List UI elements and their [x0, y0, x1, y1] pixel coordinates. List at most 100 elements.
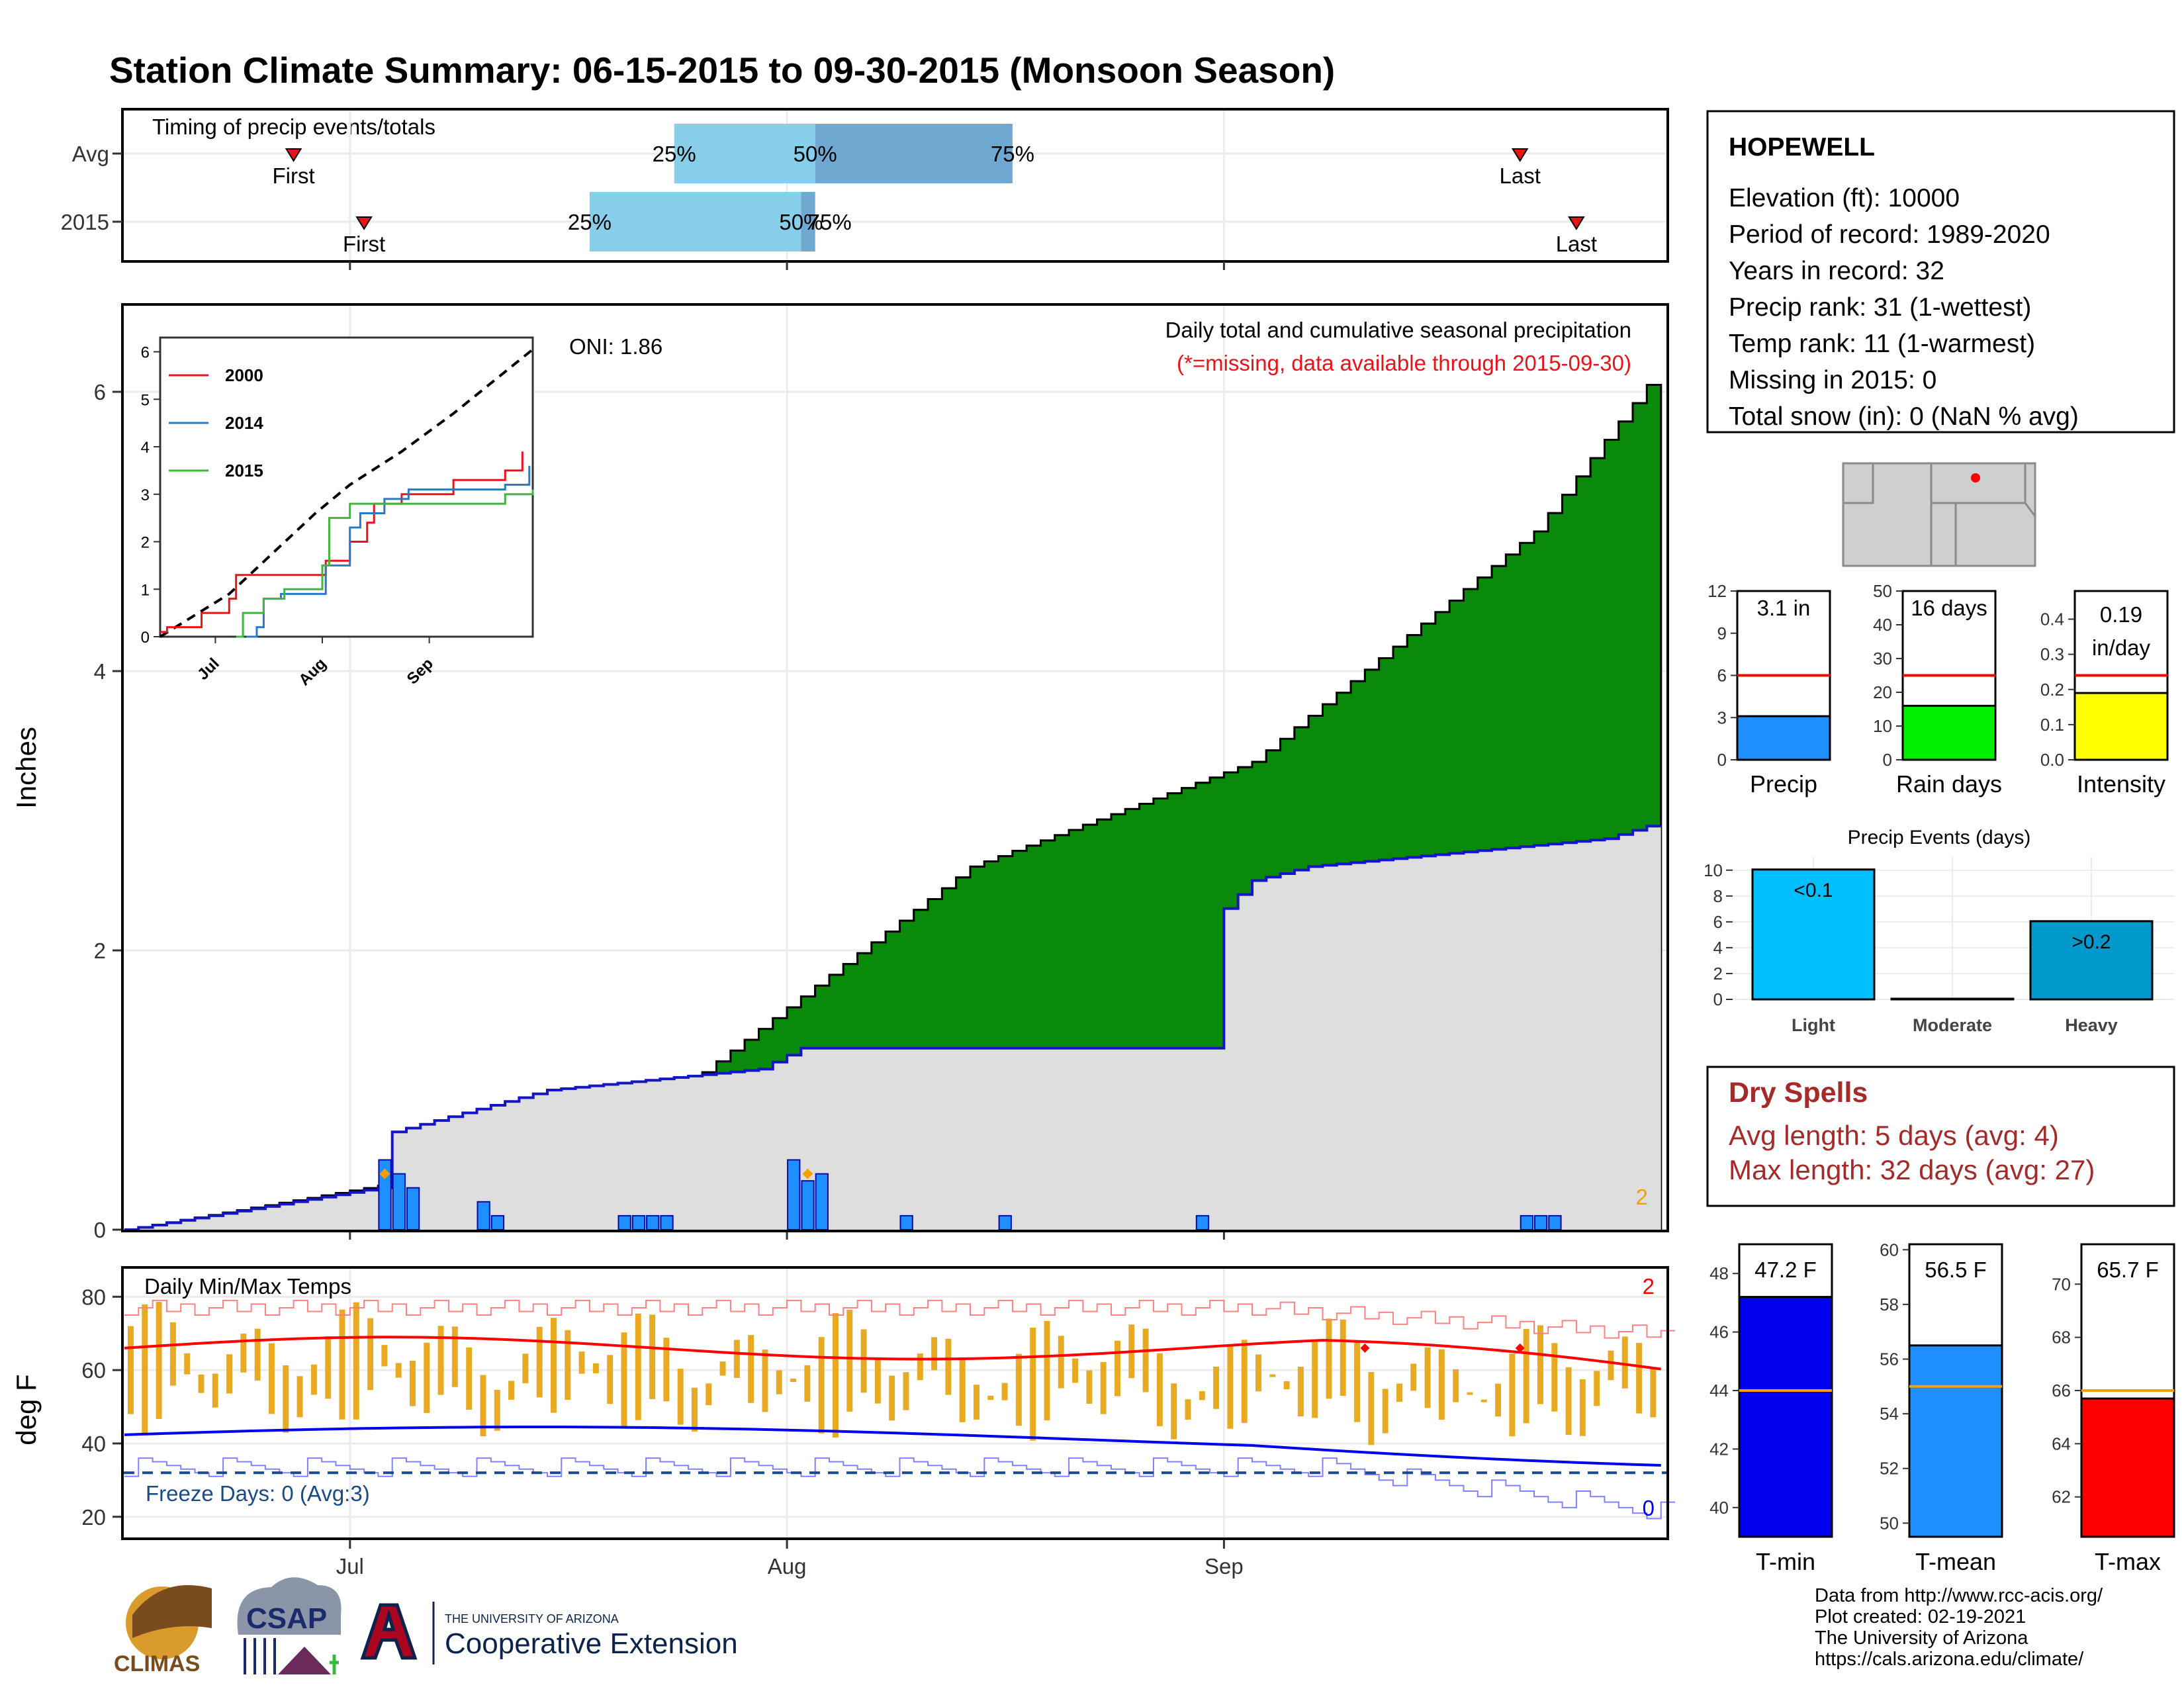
daily-temp-bar — [1424, 1347, 1431, 1408]
daily-temp-bar — [846, 1309, 853, 1412]
cumulative-2015-area — [124, 826, 1661, 1230]
temp-frame — [121, 1266, 1669, 1540]
summary-bar-fill — [1736, 715, 1831, 761]
inset-ytick-label: 6 — [141, 344, 150, 362]
summary-bar-value: 16 days — [1911, 596, 1987, 620]
daily-temp-bar — [833, 1312, 839, 1438]
temp-bar-value: 56.5 F — [1925, 1257, 1987, 1282]
summary-bar-value: 3.1 in — [1757, 596, 1811, 620]
daily-temp-bar — [1058, 1336, 1064, 1389]
station-info-box: HOPEWELL Elevation (ft): 10000 Period of … — [1706, 110, 2175, 434]
daily-temp-bar — [1438, 1349, 1445, 1420]
timing-first-marker — [355, 216, 373, 230]
daily-precip-bar — [646, 1214, 660, 1231]
daily-temp-bar — [381, 1345, 388, 1367]
ua-logo: THE UNIVERSITY OF ARIZONA Cooperative Ex… — [360, 1602, 738, 1665]
inset-legend-label: 2014 — [225, 413, 263, 433]
inset-ytick-label: 2 — [141, 534, 150, 552]
daily-temp-bar — [677, 1369, 684, 1425]
daily-precip-bar — [477, 1201, 490, 1231]
csap-rain — [244, 1638, 276, 1674]
temp-bar-label: T-max — [2095, 1548, 2161, 1575]
temp-xtick-label: Aug — [768, 1554, 807, 1578]
daily-temp-bar — [1453, 1369, 1459, 1402]
temp-ytick-label: 80 — [81, 1285, 106, 1309]
daily-temp-bar — [1086, 1370, 1093, 1404]
temp-bar-label: T-min — [1756, 1548, 1815, 1575]
oni-label: ONI: 1.86 — [569, 334, 662, 359]
timing-first-label: First — [273, 163, 315, 188]
temp-title: Daily Min/Max Temps — [144, 1274, 351, 1299]
daily-temp-bar — [931, 1337, 938, 1371]
csap-cloud — [237, 1577, 341, 1635]
footer-line: https://cals.arizona.edu/climate/ — [1815, 1649, 2084, 1670]
station-info-line: Elevation (ft): 10000 — [1729, 184, 1960, 212]
daily-precip-bar — [899, 1214, 913, 1231]
timing-last-marker — [1568, 216, 1585, 230]
temp-bar-ytick-label: 64 — [2052, 1434, 2071, 1453]
temp-bar-label: T-mean — [1915, 1548, 1996, 1575]
daily-temp-bar — [1650, 1368, 1657, 1418]
climas-swoosh — [132, 1585, 212, 1638]
timing-p75-label: 75% — [991, 142, 1034, 166]
daily-precip-bar — [490, 1214, 505, 1231]
daily-temp-bar — [536, 1326, 543, 1398]
timing-row-label: Avg — [72, 142, 109, 166]
page-title: Station Climate Summary: 06-15-2015 to 0… — [109, 50, 1335, 91]
missing-day-marker — [379, 1168, 390, 1179]
temp-bar-ytick-label: 54 — [1880, 1404, 1899, 1424]
daily-temp-bar — [1255, 1354, 1261, 1392]
temp-bar-ytick-label: 62 — [2052, 1487, 2071, 1507]
daily-temp-bar — [987, 1395, 994, 1400]
inset-average-line — [159, 348, 534, 638]
daily-temp-bar — [1509, 1353, 1516, 1437]
station-info-line: Temp rank: 11 (1-warmest) — [1729, 330, 2035, 358]
temp-bar-ytick-label: 66 — [2052, 1381, 2071, 1400]
inset-legend-label: 2015 — [225, 461, 263, 480]
daily-precip-bar — [1195, 1214, 1210, 1231]
daily-temp-bar — [551, 1318, 557, 1413]
temp-ytick-label: 40 — [81, 1432, 106, 1456]
summary-bar-ytick-label: 0 — [1717, 750, 1727, 770]
inset-legend-label: 2000 — [225, 365, 263, 385]
temp-bar-ytick-label: 68 — [2052, 1328, 2071, 1348]
daily-temp-bar — [494, 1389, 500, 1431]
precip-note: (*=missing, data available through 2015-… — [1177, 351, 1631, 375]
timing-last-marker — [1511, 148, 1529, 162]
daily-temp-bar — [1537, 1325, 1543, 1404]
timing-p50-label: 50% — [779, 210, 823, 234]
daily-temp-bar — [790, 1379, 797, 1383]
temp-bar-value: 47.2 F — [1754, 1257, 1817, 1282]
daily-temp-bar — [818, 1337, 825, 1434]
daily-temp-bar — [1368, 1372, 1375, 1445]
daily-temp-bar — [395, 1363, 402, 1378]
events-category-label: Moderate — [1913, 1015, 1992, 1035]
csap-logo: CSAP — [237, 1577, 341, 1674]
daily-temp-bar — [212, 1373, 218, 1408]
daily-precip-bar — [815, 1173, 829, 1230]
summary-bar-ytick-label: 9 — [1717, 623, 1727, 643]
temp-bar-ytick-label: 56 — [1880, 1349, 1899, 1369]
temp-bar-ytick-label: 70 — [2052, 1274, 2071, 1294]
daily-temp-bar — [945, 1338, 952, 1395]
daily-temp-bar — [1636, 1343, 1643, 1414]
temp-xtick-label: Jul — [336, 1554, 364, 1578]
summary-bar-fill — [2073, 692, 2169, 761]
logos: CLIMAS CSAP THE UNIVERSITY OF ARIZONA Co… — [114, 1577, 738, 1676]
climas-logo: CLIMAS — [114, 1585, 212, 1676]
daily-temp-bar — [169, 1322, 176, 1386]
daily-temp-bar — [1565, 1367, 1572, 1436]
daily-temp-bar — [1396, 1383, 1402, 1402]
inset-ytick-label: 0 — [141, 629, 150, 647]
daily-temp-bar — [353, 1302, 359, 1420]
timing-p25-label: 25% — [568, 210, 612, 234]
daily-temp-bar — [959, 1359, 966, 1422]
daily-temp-bar — [621, 1332, 627, 1429]
events-category-label: Heavy — [2065, 1015, 2118, 1035]
summary-bar-unit: in/day — [2092, 635, 2151, 660]
cumulative-2015-line — [124, 825, 1661, 1231]
daily-temp-bar — [1142, 1328, 1149, 1393]
station-info-line: Period of record: 1989-2020 — [1729, 220, 2050, 249]
timing-row-label: 2015 — [61, 210, 109, 234]
summary-bar-ytick-label: 40 — [1873, 615, 1892, 635]
